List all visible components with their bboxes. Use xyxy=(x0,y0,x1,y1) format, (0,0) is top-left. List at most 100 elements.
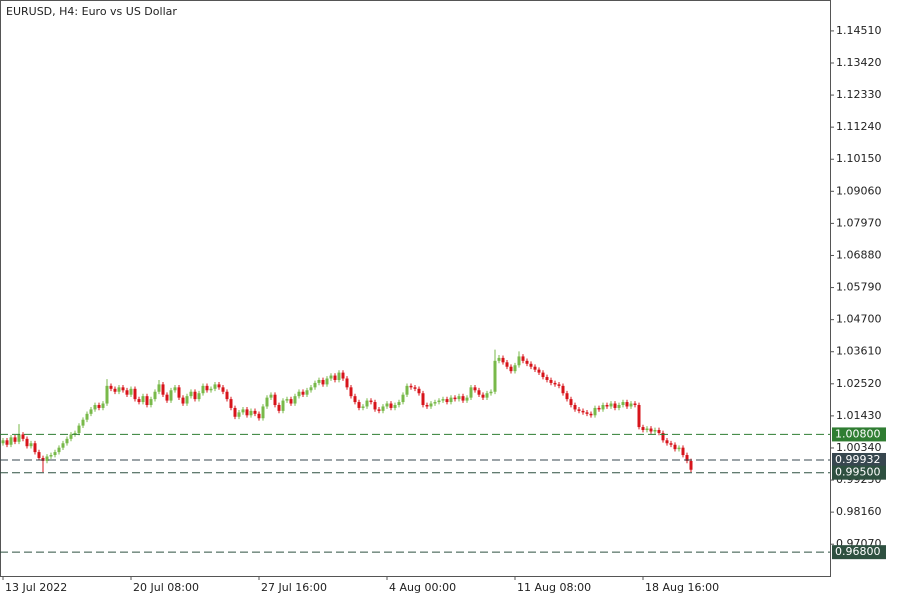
candle-body xyxy=(441,399,445,401)
candle-body xyxy=(241,409,245,413)
candle-body xyxy=(45,456,49,461)
candle-body xyxy=(233,407,237,417)
level-label-box xyxy=(832,465,886,480)
candle-body xyxy=(213,384,217,389)
level-label: 1.00800 xyxy=(835,427,881,440)
candle-body xyxy=(221,387,225,392)
candle-body xyxy=(609,403,613,407)
candle-body xyxy=(589,413,593,416)
candle-body xyxy=(81,419,85,426)
candle-body xyxy=(65,438,69,444)
candle-body xyxy=(509,366,513,372)
candle-body xyxy=(189,391,193,397)
candle-body xyxy=(357,402,361,408)
candle-body xyxy=(641,427,645,431)
candle-body xyxy=(585,412,589,414)
candle-body xyxy=(329,375,333,379)
candle-body xyxy=(505,362,509,367)
candle-body xyxy=(617,404,621,408)
y-tick-label: 1.03610 xyxy=(836,345,882,358)
candle-body xyxy=(309,387,313,391)
candle-body xyxy=(445,399,449,403)
y-tick-label: 1.14510 xyxy=(836,24,882,37)
candle-body xyxy=(401,394,405,403)
candle-body xyxy=(301,391,305,395)
candle-body xyxy=(21,434,25,439)
candle-body xyxy=(521,356,525,361)
candle-body xyxy=(109,385,113,389)
candle-body xyxy=(217,384,221,388)
candle-body xyxy=(321,379,325,385)
candle-body xyxy=(593,407,597,416)
x-tick-label: 20 Jul 08:00 xyxy=(133,581,199,594)
candle-body xyxy=(149,399,153,405)
candle-body xyxy=(73,432,77,435)
candle-body xyxy=(257,413,261,419)
candle-body xyxy=(341,372,345,379)
candle-body xyxy=(281,400,285,411)
x-tick-label: 27 Jul 16:00 xyxy=(261,581,327,594)
level-label-box xyxy=(832,427,886,442)
candle-body xyxy=(33,443,37,453)
candle-body xyxy=(173,387,177,391)
chart-title: EURUSD, H4: Euro vs US Dollar xyxy=(6,5,177,18)
candle-body xyxy=(389,403,393,408)
candle-body xyxy=(649,428,653,432)
candle-body xyxy=(297,391,301,397)
candle-body xyxy=(549,379,553,383)
candle-body xyxy=(541,372,545,378)
candle-body xyxy=(209,388,213,391)
candle-body xyxy=(145,396,149,405)
candle-body xyxy=(465,397,469,401)
candle-body xyxy=(197,393,201,400)
candle-body xyxy=(557,384,561,386)
candle-body xyxy=(373,402,377,410)
candle-body xyxy=(645,428,649,431)
candle-body xyxy=(285,399,289,401)
candle-body xyxy=(93,404,97,410)
y-tick-label: 1.05790 xyxy=(836,281,882,294)
candle-body xyxy=(529,363,533,367)
candle-body xyxy=(637,404,641,428)
candle-body xyxy=(377,409,381,411)
candle-body xyxy=(289,399,293,404)
y-tick-label: 1.09060 xyxy=(836,184,882,197)
candle-body xyxy=(305,390,309,395)
candle-body xyxy=(177,387,181,398)
candle-body xyxy=(361,406,365,408)
candle-body xyxy=(57,447,61,453)
y-tick-label: 1.02520 xyxy=(836,377,882,390)
candle-body xyxy=(353,396,357,403)
y-tick-label: 1.10150 xyxy=(836,152,882,165)
candle-body xyxy=(165,394,169,401)
x-tick-label: 13 Jul 2022 xyxy=(5,581,67,594)
candle-body xyxy=(381,406,385,411)
candle-body xyxy=(181,397,185,404)
candle-body xyxy=(513,365,517,372)
candle-body xyxy=(369,400,373,403)
candle-body xyxy=(13,437,17,442)
candle-body xyxy=(621,402,625,405)
candle-body xyxy=(261,406,265,419)
candle-body xyxy=(525,360,529,364)
level-label: 0.99500 xyxy=(835,466,881,479)
candle-body xyxy=(365,400,369,407)
candle-body xyxy=(669,443,673,445)
candle-body xyxy=(481,394,485,398)
candle-body xyxy=(533,366,537,370)
candle-body xyxy=(613,403,617,408)
candle-body xyxy=(185,396,189,404)
x-tick-label: 11 Aug 08:00 xyxy=(517,581,591,594)
candle-body xyxy=(453,397,457,400)
candle-body xyxy=(605,404,609,407)
candle-body xyxy=(293,396,297,404)
candle-body xyxy=(41,457,45,461)
candle-body xyxy=(577,409,581,411)
candle-body xyxy=(161,384,165,395)
candle-body xyxy=(493,360,497,392)
candle-body xyxy=(657,430,661,433)
candle-body xyxy=(553,382,557,385)
candle-body xyxy=(681,447,685,456)
candle-body xyxy=(137,399,141,403)
